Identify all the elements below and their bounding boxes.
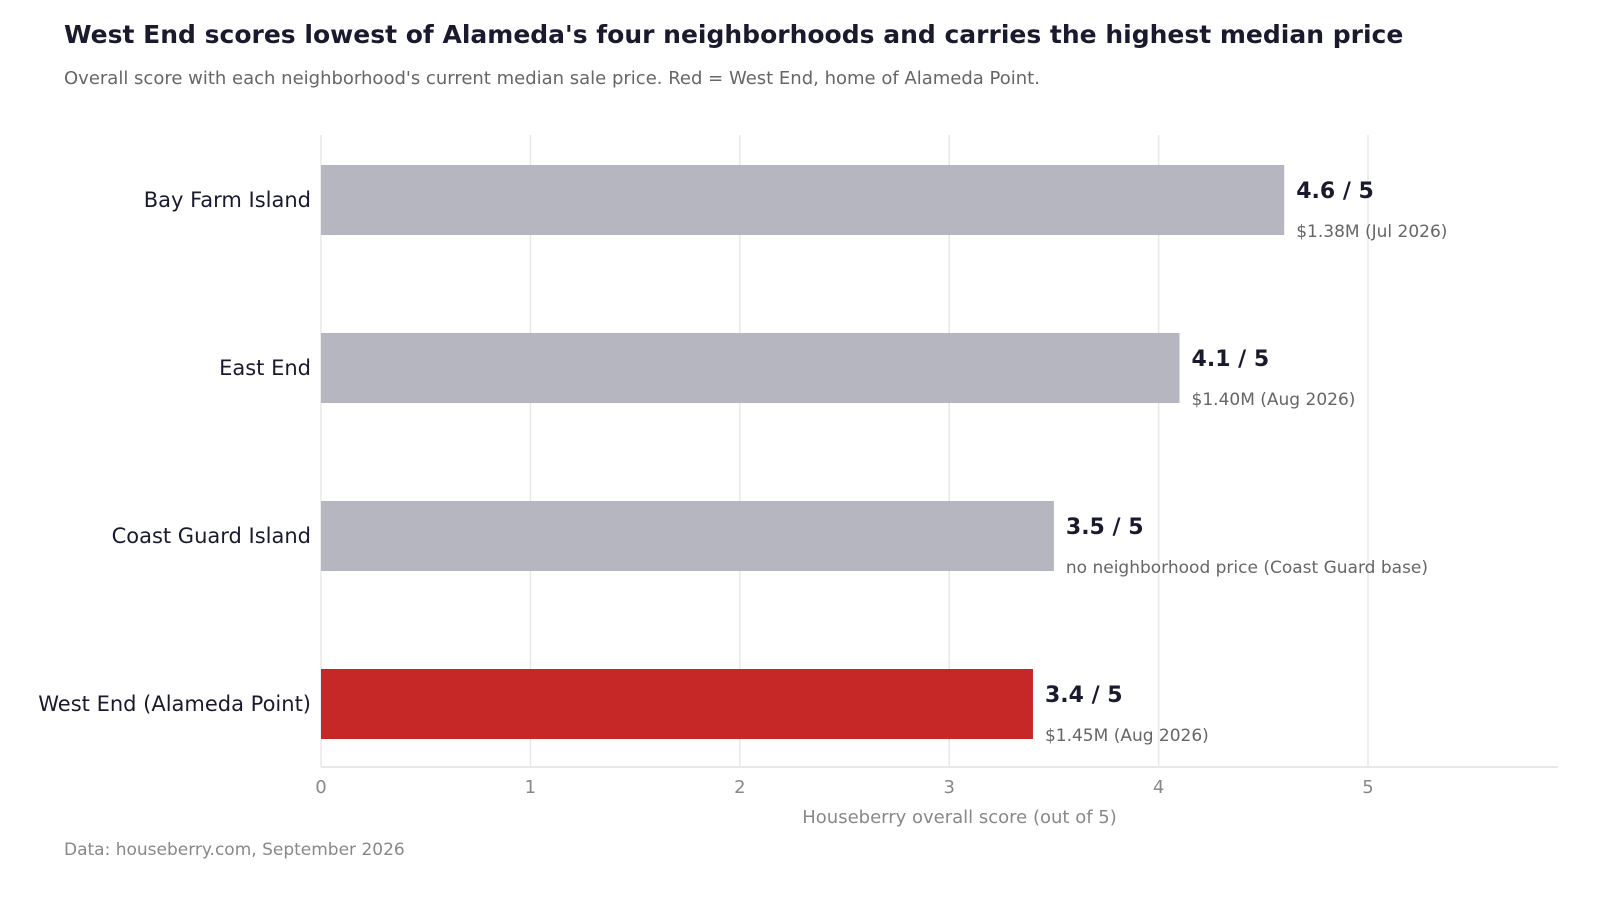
value-label: 4.6 / 5 — [1296, 179, 1374, 204]
value-label: 3.5 / 5 — [1066, 515, 1144, 540]
price-label: $1.45M (Aug 2026) — [1045, 726, 1209, 746]
category-label: East End — [219, 356, 311, 380]
category-label: Coast Guard Island — [112, 524, 311, 548]
chart-title: West End scores lowest of Alameda's four… — [64, 20, 1404, 49]
chart-subtitle: Overall score with each neighborhood's c… — [64, 68, 1040, 89]
x-axis: 0 1 2 3 4 5 Houseberry overall score (out of 5… — [315, 766, 1558, 828]
bar — [321, 669, 1033, 739]
gridlines — [320, 135, 1369, 767]
bar — [321, 501, 1054, 571]
bar — [321, 165, 1285, 235]
price-label: $1.40M (Aug 2026) — [1192, 390, 1356, 410]
x-tick-label: 0 — [315, 777, 326, 798]
x-tick-label: 2 — [734, 777, 745, 798]
category-label: West End (Alameda Point) — [38, 692, 311, 716]
source-note: Data: houseberry.com, September 2026 — [64, 840, 405, 860]
value-label: 4.1 / 5 — [1192, 347, 1270, 372]
bar — [321, 333, 1180, 403]
x-tick-label: 3 — [943, 777, 954, 798]
x-tick-label: 1 — [525, 777, 536, 798]
value-label: 3.4 / 5 — [1045, 683, 1123, 708]
category-label: Bay Farm Island — [144, 188, 311, 212]
x-axis-title: Houseberry overall score (out of 5) — [802, 807, 1117, 828]
x-tick-label: 5 — [1362, 777, 1373, 798]
x-tick-label: 4 — [1153, 777, 1164, 798]
price-label: no neighborhood price (Coast Guard base) — [1066, 558, 1428, 578]
price-label: $1.38M (Jul 2026) — [1296, 222, 1447, 242]
labels: Bay Farm Island 4.6 / 5 $1.38M (Jul 2026) E… — [38, 179, 1447, 746]
bars — [321, 165, 1285, 739]
